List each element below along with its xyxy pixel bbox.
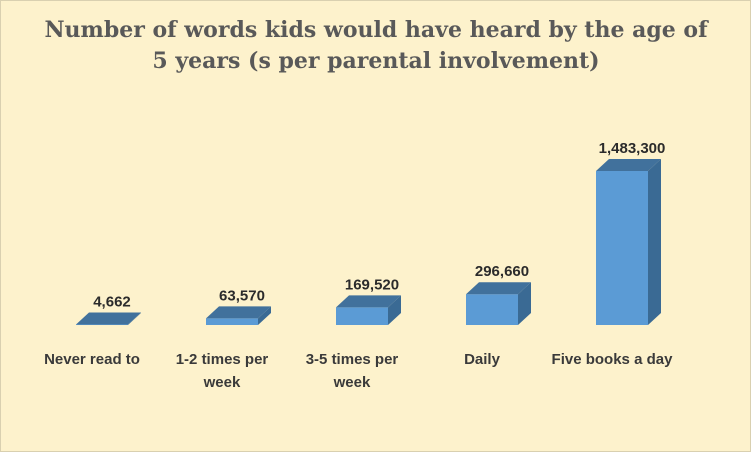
bar-front-2: [336, 307, 388, 325]
data-label-1: 63,570: [219, 287, 265, 304]
bar-4: [596, 159, 661, 325]
data-label-4: 1,483,300: [599, 140, 666, 157]
category-label-1: 1-2 times per week: [175, 351, 269, 391]
data-label-2: 169,520: [345, 276, 399, 293]
category-label-3: Daily: [464, 351, 500, 368]
category-label-0: Never read to: [44, 351, 140, 368]
bar-side-0: [128, 312, 141, 325]
bar-front-1: [206, 318, 258, 325]
bar-top-2: [336, 295, 401, 308]
bar-front-0: [76, 324, 128, 326]
bar-3: [466, 282, 531, 325]
bar-side-3: [518, 282, 531, 325]
chart-title: Number of words kids would have heard by…: [44, 17, 708, 74]
data-label-0: 4,662: [93, 294, 131, 311]
data-label-3: 296,660: [475, 263, 529, 280]
bar-front-4: [596, 171, 648, 325]
category-label-4: Five books a day: [551, 351, 673, 368]
bar-1: [206, 306, 271, 325]
bar-2: [336, 295, 401, 325]
bar-top-3: [466, 282, 531, 295]
bar-side-4: [648, 159, 661, 325]
bar-side-1: [258, 306, 271, 325]
bar-0: [76, 312, 141, 326]
bar-side-2: [388, 295, 401, 325]
bar-front-3: [466, 294, 518, 325]
bar-top-1: [206, 306, 271, 319]
bar-top-4: [596, 159, 661, 171]
category-label-2: 3-5 times per week: [305, 351, 399, 391]
bar-top-0: [76, 312, 141, 325]
